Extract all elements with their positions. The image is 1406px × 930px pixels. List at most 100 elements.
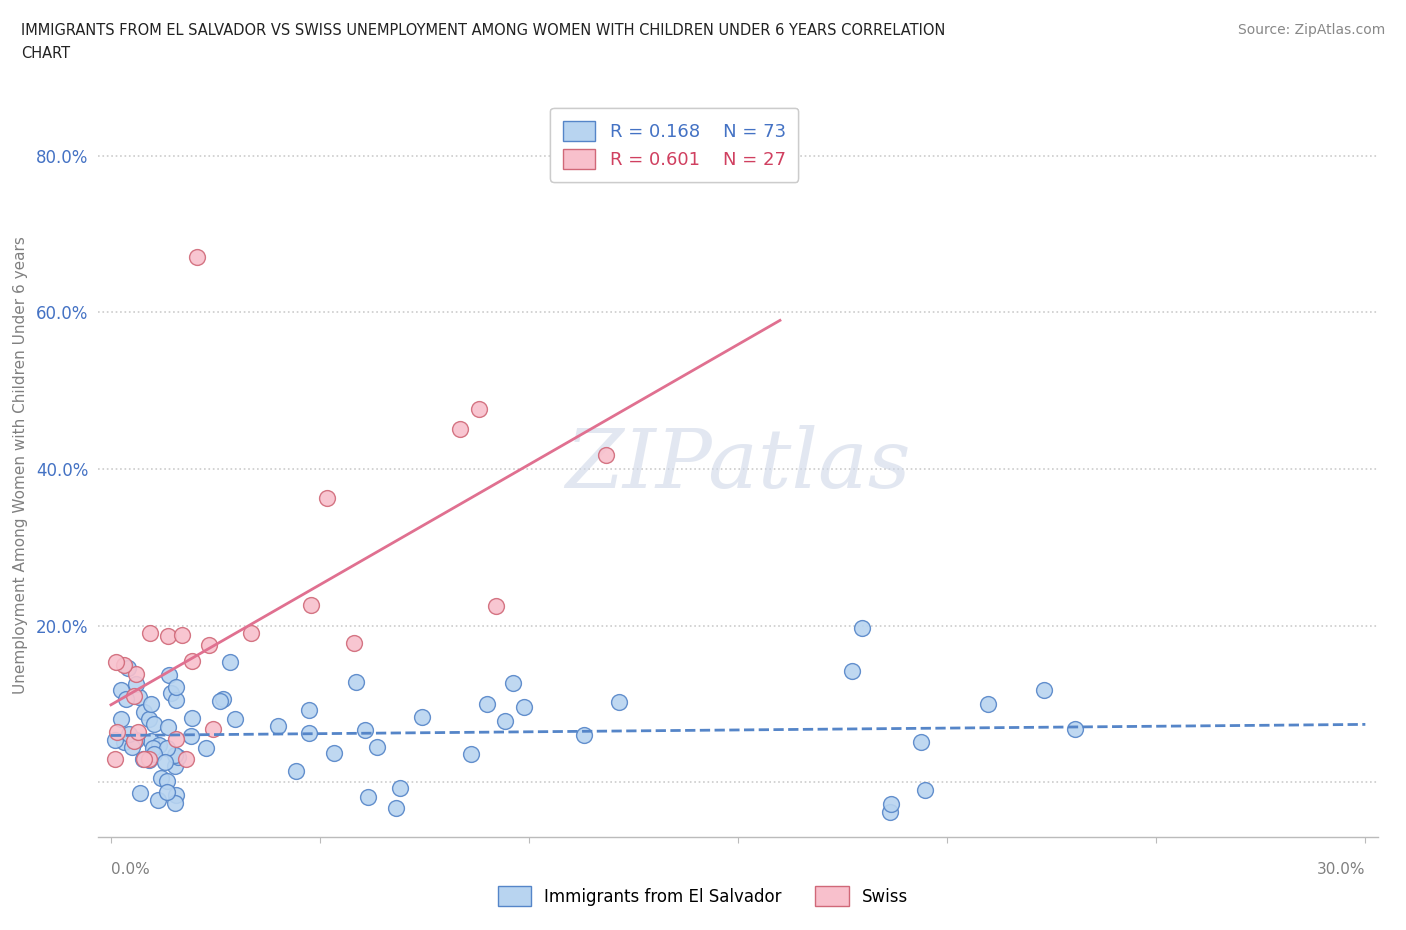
Point bbox=[513, 699, 536, 714]
Point bbox=[159, 685, 181, 700]
Point bbox=[142, 747, 165, 762]
Point bbox=[132, 751, 155, 766]
Text: IMMIGRANTS FROM EL SALVADOR VS SWISS UNEMPLOYMENT AMONG WOMEN WITH CHILDREN UNDE: IMMIGRANTS FROM EL SALVADOR VS SWISS UNE… bbox=[21, 23, 945, 38]
Point bbox=[156, 774, 179, 789]
Point bbox=[170, 628, 193, 643]
Point bbox=[879, 804, 901, 819]
Point bbox=[112, 735, 135, 750]
Point bbox=[460, 746, 482, 761]
Text: ZIPatlas: ZIPatlas bbox=[565, 425, 911, 505]
Point bbox=[467, 402, 489, 417]
Text: CHART: CHART bbox=[21, 46, 70, 61]
Point bbox=[129, 786, 152, 801]
Point bbox=[150, 770, 173, 785]
Point bbox=[880, 796, 903, 811]
Point bbox=[122, 688, 145, 703]
Point bbox=[201, 722, 224, 737]
Point bbox=[104, 655, 127, 670]
Point bbox=[411, 710, 433, 724]
Point bbox=[298, 702, 321, 717]
Point bbox=[105, 724, 128, 739]
Point bbox=[366, 740, 388, 755]
Text: 30.0%: 30.0% bbox=[1317, 862, 1365, 877]
Point bbox=[157, 629, 180, 644]
Point bbox=[343, 636, 366, 651]
Point bbox=[285, 764, 308, 778]
Point bbox=[167, 750, 190, 764]
Point bbox=[156, 720, 179, 735]
Point bbox=[163, 795, 186, 810]
Point bbox=[239, 626, 262, 641]
Point bbox=[163, 759, 186, 774]
Point bbox=[138, 752, 160, 767]
Point bbox=[449, 421, 471, 436]
Point bbox=[132, 751, 155, 766]
Point bbox=[388, 781, 411, 796]
Point bbox=[267, 719, 290, 734]
Point bbox=[166, 693, 188, 708]
Point bbox=[112, 658, 135, 672]
Point bbox=[125, 732, 148, 747]
Point bbox=[316, 490, 339, 505]
Point bbox=[1063, 722, 1085, 737]
Point bbox=[180, 711, 202, 725]
Point bbox=[385, 800, 408, 815]
Point bbox=[298, 725, 321, 740]
Point bbox=[186, 250, 208, 265]
Point bbox=[156, 785, 179, 800]
Point bbox=[354, 722, 377, 737]
Point bbox=[977, 697, 1000, 711]
Point bbox=[218, 655, 240, 670]
Point bbox=[502, 675, 524, 690]
Point bbox=[357, 790, 380, 804]
Point bbox=[165, 748, 187, 763]
Legend: Immigrants from El Salvador, Swiss: Immigrants from El Salvador, Swiss bbox=[491, 880, 915, 912]
Point bbox=[125, 677, 148, 692]
Point bbox=[132, 704, 155, 719]
Point bbox=[127, 724, 149, 739]
Point bbox=[194, 740, 217, 755]
Point bbox=[121, 740, 143, 755]
Point bbox=[156, 740, 179, 755]
Point bbox=[115, 691, 138, 706]
Point bbox=[212, 691, 235, 706]
Point bbox=[572, 728, 595, 743]
Point bbox=[165, 787, 187, 802]
Point bbox=[118, 726, 141, 741]
Point bbox=[141, 733, 163, 748]
Point bbox=[138, 711, 160, 726]
Point bbox=[914, 783, 936, 798]
Point bbox=[139, 697, 162, 711]
Point bbox=[148, 792, 170, 807]
Point bbox=[143, 716, 166, 731]
Point bbox=[494, 713, 516, 728]
Point bbox=[224, 711, 246, 726]
Point bbox=[910, 734, 932, 749]
Point bbox=[148, 737, 170, 752]
Y-axis label: Unemployment Among Women with Children Under 6 years: Unemployment Among Women with Children U… bbox=[13, 236, 28, 694]
Text: Source: ZipAtlas.com: Source: ZipAtlas.com bbox=[1237, 23, 1385, 37]
Point bbox=[110, 682, 132, 697]
Point bbox=[165, 680, 187, 695]
Point bbox=[595, 448, 617, 463]
Point bbox=[128, 690, 150, 705]
Text: 0.0%: 0.0% bbox=[111, 862, 149, 877]
Point bbox=[180, 654, 202, 669]
Point bbox=[851, 620, 873, 635]
Point bbox=[104, 733, 127, 748]
Point bbox=[209, 694, 232, 709]
Point bbox=[841, 664, 863, 679]
Point bbox=[155, 754, 177, 769]
Point bbox=[176, 751, 198, 766]
Point bbox=[607, 694, 630, 709]
Point bbox=[122, 734, 145, 749]
Point bbox=[117, 661, 139, 676]
Point bbox=[165, 732, 187, 747]
Legend: R = 0.168    N = 73, R = 0.601    N = 27: R = 0.168 N = 73, R = 0.601 N = 27 bbox=[550, 108, 799, 182]
Point bbox=[198, 638, 221, 653]
Point bbox=[104, 751, 127, 766]
Point bbox=[180, 728, 202, 743]
Point bbox=[1033, 682, 1056, 697]
Point bbox=[157, 667, 180, 682]
Point bbox=[110, 711, 132, 726]
